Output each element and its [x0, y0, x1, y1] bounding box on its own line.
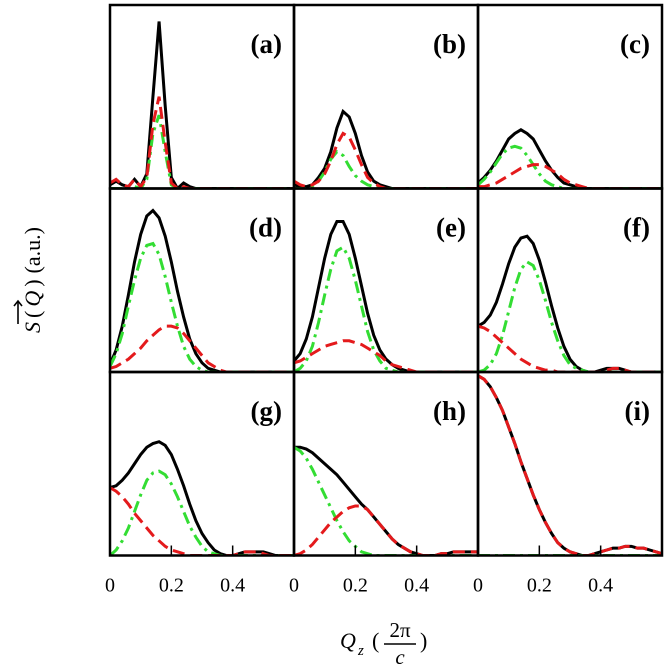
- series-line: [110, 114, 294, 189]
- x-tick-label: 0.4: [588, 575, 613, 597]
- series-line: [294, 131, 478, 189]
- series-line: [110, 96, 294, 189]
- y-label-argument: Q: [20, 291, 45, 307]
- x-tick-label: 0.2: [527, 575, 552, 597]
- panel: (g): [108, 370, 296, 557]
- y-label-close: ): [20, 279, 45, 286]
- series-line: [294, 108, 478, 189]
- panel-label: (g): [251, 396, 282, 426]
- x-label-close: ): [420, 628, 427, 653]
- panel-plot: [110, 440, 294, 556]
- panel: (i): [476, 370, 664, 557]
- series-line: [110, 469, 294, 556]
- series-line: [110, 440, 294, 556]
- panel-label: (e): [436, 213, 466, 243]
- panel-label: (d): [249, 213, 282, 243]
- y-label-open: (: [20, 311, 45, 318]
- x-label-open: (: [372, 628, 379, 653]
- x-label-denominator: c: [395, 645, 405, 669]
- panel-label: (f): [623, 213, 650, 243]
- panel-plot: [478, 128, 662, 189]
- y-label-unit: (a.u.): [20, 227, 45, 273]
- panel-label: (c): [620, 29, 650, 59]
- panel: (f): [476, 187, 664, 374]
- panel-label: (b): [433, 29, 466, 59]
- series-line: [110, 208, 294, 372]
- panel: (e): [292, 187, 480, 374]
- series-line: [478, 324, 662, 372]
- panel-plot: [110, 21, 294, 189]
- panel-plot: [294, 108, 478, 189]
- y-axis-label: S ( Q) (a.u.): [13, 227, 45, 333]
- y-label-text: S ( Q) (a.u.): [20, 227, 45, 333]
- panel-label: (h): [433, 396, 466, 426]
- panel: (b): [292, 3, 480, 190]
- panel: (a): [108, 3, 296, 190]
- series-line: [294, 149, 478, 189]
- series-line: [294, 220, 478, 372]
- panel-label: (i): [625, 396, 650, 426]
- series-line: [294, 445, 478, 556]
- x-tick-label: 0.4: [220, 575, 245, 597]
- x-label-numerator: 2π: [389, 618, 411, 642]
- x-label-symbol: Q: [340, 628, 356, 653]
- panel: (h): [292, 370, 480, 557]
- panel-plot: [110, 208, 294, 372]
- series-line: [294, 445, 478, 556]
- panel-plot: [294, 445, 478, 556]
- panel-plot: [478, 374, 662, 556]
- x-tick-label: 0.4: [404, 575, 429, 597]
- series-line: [478, 374, 662, 556]
- x-axis-label: Q z ( 2π c ): [340, 618, 427, 669]
- x-tick-label: 0.2: [159, 575, 184, 597]
- x-tick-label: 0: [289, 575, 299, 597]
- series-line: [110, 324, 294, 372]
- series-line: [110, 486, 294, 556]
- series-line: [478, 144, 662, 189]
- series-line: [294, 245, 478, 372]
- x-tick-label: 0: [473, 575, 483, 597]
- vector-arrow-head: [13, 299, 23, 307]
- x-tick-label: 0.2: [343, 575, 368, 597]
- panel-frame: [476, 370, 664, 557]
- panel-label: (a): [251, 29, 282, 59]
- panel: (d): [108, 187, 296, 374]
- series-line: [478, 128, 662, 189]
- panel: (c): [476, 3, 664, 190]
- series-line: [110, 241, 294, 372]
- series-line: [478, 234, 662, 372]
- series-line: [294, 504, 478, 556]
- x-label-subscript: z: [357, 643, 364, 659]
- y-label-symbol: S: [20, 322, 45, 333]
- panel-plot: [478, 234, 662, 372]
- x-tick-label: 0: [105, 575, 115, 597]
- panel-plot: [294, 220, 478, 372]
